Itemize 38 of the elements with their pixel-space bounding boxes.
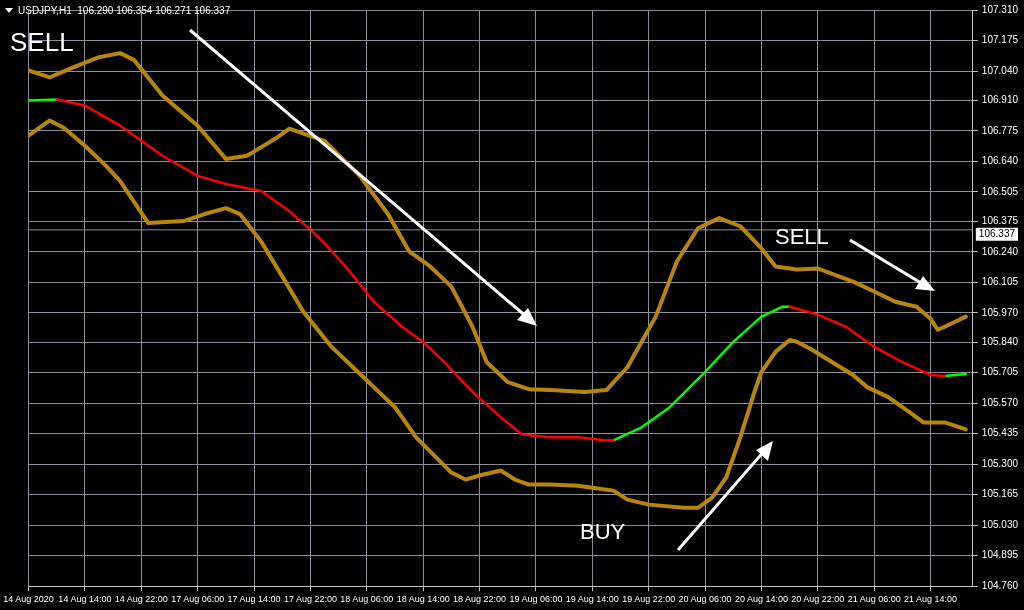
y-tick-label: 106.240	[981, 245, 1019, 257]
y-tick-label: 106.505	[981, 185, 1019, 197]
x-tick-label: 19 Aug 22:00	[622, 594, 676, 605]
y-tick-label: 105.570	[981, 396, 1019, 408]
x-tick-label: 18 Aug 22:00	[453, 594, 507, 605]
x-tick-label: 14 Aug 22:00	[114, 594, 168, 605]
x-tick-label: 19 Aug 06:00	[509, 594, 563, 605]
y-tick-label: 107.040	[981, 64, 1019, 76]
y-tick-label: 105.705	[981, 366, 1019, 378]
x-tick-label: 17 Aug 06:00	[171, 594, 225, 605]
y-tick-label: 105.435	[981, 427, 1019, 439]
y-tick-label: 105.840	[981, 335, 1019, 347]
y-tick-label: 104.895	[981, 549, 1019, 561]
y-tick-label: 107.175	[981, 34, 1019, 46]
x-tick-label: 19 Aug 14:00	[565, 594, 619, 605]
y-tick-label: 104.760	[981, 579, 1019, 591]
y-tick-label: 106.910	[981, 94, 1019, 106]
x-tick-label: 17 Aug 22:00	[283, 594, 337, 605]
x-tick-label: 20 Aug 06:00	[678, 594, 732, 605]
y-tick-label: 105.030	[981, 518, 1019, 530]
x-tick-label: 18 Aug 14:00	[396, 594, 450, 605]
x-tick-label: 17 Aug 14:00	[227, 594, 281, 605]
y-tick-label: 106.105	[981, 276, 1019, 288]
x-tick-label: 21 Aug 14:00	[904, 594, 958, 605]
y-tick-label: 106.775	[981, 124, 1019, 136]
y-tick-label: 106.640	[981, 155, 1019, 167]
x-tick-label: 14 Aug 14:00	[58, 594, 112, 605]
x-tick-label: 21 Aug 06:00	[847, 594, 901, 605]
x-tick-label: 20 Aug 14:00	[734, 594, 788, 605]
y-tick-label: 105.165	[981, 488, 1019, 500]
y-tick-label: 105.300	[981, 457, 1019, 469]
y-tick-label: 106.375	[981, 215, 1019, 227]
ref-line-label: 106.337	[978, 228, 1016, 240]
x-tick-label: 20 Aug 22:00	[791, 594, 845, 605]
y-tick-label: 107.310	[981, 3, 1019, 15]
x-tick-label: 14 Aug 2020	[3, 594, 54, 605]
x-tick-label: 18 Aug 06:00	[340, 594, 394, 605]
y-tick-label: 105.970	[981, 306, 1019, 318]
